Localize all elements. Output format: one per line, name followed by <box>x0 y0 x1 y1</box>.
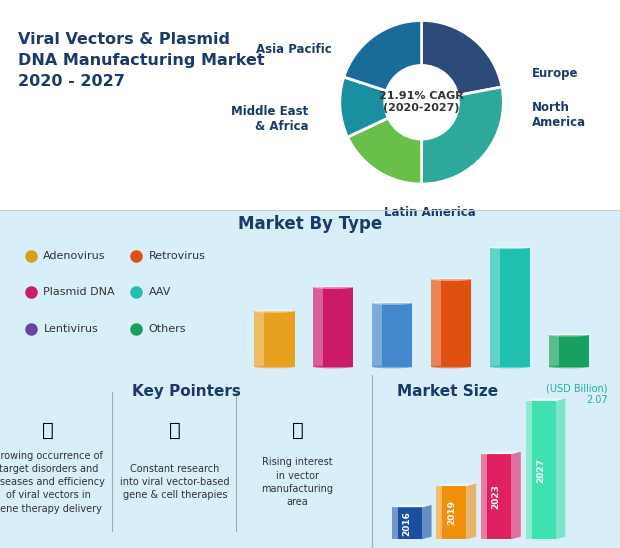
Text: Asia Pacific: Asia Pacific <box>256 43 332 55</box>
Wedge shape <box>422 87 503 184</box>
Ellipse shape <box>372 365 412 368</box>
Wedge shape <box>422 20 502 95</box>
Ellipse shape <box>313 365 353 368</box>
Bar <box>392 507 422 539</box>
Text: Latin America: Latin America <box>384 206 476 219</box>
Wedge shape <box>344 20 422 91</box>
Ellipse shape <box>254 310 294 313</box>
Text: 2027: 2027 <box>536 458 545 483</box>
Text: 2023: 2023 <box>492 484 500 509</box>
Text: Europe: Europe <box>532 67 578 80</box>
Bar <box>313 287 323 367</box>
Bar <box>549 335 559 367</box>
Ellipse shape <box>431 365 471 368</box>
Polygon shape <box>511 452 521 539</box>
Bar <box>254 311 264 367</box>
Bar <box>372 303 382 367</box>
Polygon shape <box>436 483 476 486</box>
Bar <box>549 335 589 367</box>
Text: Others: Others <box>149 324 186 334</box>
Polygon shape <box>392 505 432 507</box>
Bar <box>313 287 353 367</box>
Ellipse shape <box>549 365 589 368</box>
Text: Retrovirus: Retrovirus <box>149 251 206 261</box>
Polygon shape <box>556 398 565 539</box>
Ellipse shape <box>490 246 530 249</box>
Wedge shape <box>348 118 422 184</box>
Bar <box>436 486 443 539</box>
Bar <box>490 248 530 367</box>
Text: Market Size: Market Size <box>397 384 498 398</box>
Text: North
America: North America <box>532 100 586 129</box>
Ellipse shape <box>431 278 471 281</box>
Ellipse shape <box>372 301 412 305</box>
Wedge shape <box>340 77 388 137</box>
Text: Plasmid DNA: Plasmid DNA <box>43 288 115 298</box>
Ellipse shape <box>254 365 294 368</box>
Bar <box>481 454 487 539</box>
Ellipse shape <box>490 365 530 368</box>
Text: 2016: 2016 <box>402 511 411 536</box>
Bar <box>526 401 532 539</box>
Text: AAV: AAV <box>149 288 171 298</box>
Polygon shape <box>526 398 565 401</box>
Text: 📊: 📊 <box>43 421 54 440</box>
Text: Adenovirus: Adenovirus <box>43 251 106 261</box>
Text: 📊: 📊 <box>292 421 303 440</box>
Text: (USD Billion)
2.07: (USD Billion) 2.07 <box>546 384 608 406</box>
Text: Viral Vectors & Plasmid
DNA Manufacturing Market
2020 - 2027: Viral Vectors & Plasmid DNA Manufacturin… <box>18 31 265 88</box>
Bar <box>372 303 412 367</box>
Bar <box>490 248 500 367</box>
Text: Lentivirus: Lentivirus <box>43 324 98 334</box>
Bar <box>436 486 466 539</box>
Ellipse shape <box>549 333 589 336</box>
Bar <box>392 507 398 539</box>
Bar <box>431 279 441 367</box>
Text: Constant research
into viral vector-based
gene & cell therapies: Constant research into viral vector-base… <box>120 464 229 500</box>
Text: Rising interest
in vector
manufacturing
area: Rising interest in vector manufacturing … <box>262 458 334 507</box>
Ellipse shape <box>313 286 353 289</box>
Bar <box>254 311 294 367</box>
Text: Key Pointers: Key Pointers <box>131 384 241 398</box>
Text: Growing occurrence of
target disorders and
diseases and efficiency
of viral vect: Growing occurrence of target disorders a… <box>0 451 105 513</box>
Bar <box>481 454 511 539</box>
Text: 21.91% CAGR
(2020-2027): 21.91% CAGR (2020-2027) <box>379 92 464 113</box>
Text: 📊: 📊 <box>169 421 180 440</box>
Text: Market By Type: Market By Type <box>238 215 382 233</box>
Polygon shape <box>481 452 521 454</box>
Bar <box>431 279 471 367</box>
Text: Middle East
& Africa: Middle East & Africa <box>231 105 309 133</box>
Bar <box>526 401 556 539</box>
Polygon shape <box>466 483 476 539</box>
Text: 2019: 2019 <box>447 500 456 525</box>
Polygon shape <box>422 505 432 539</box>
